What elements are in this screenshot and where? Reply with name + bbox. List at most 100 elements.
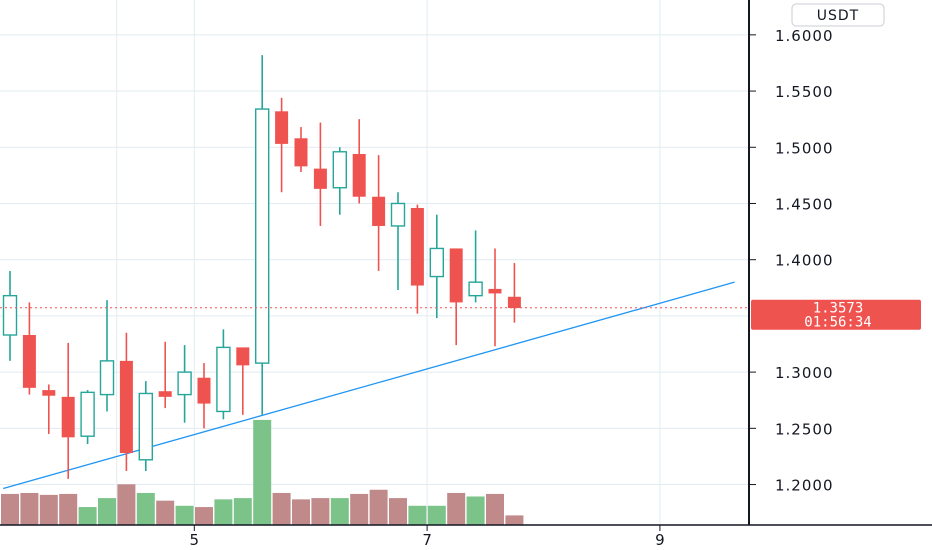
volume-bar (39, 494, 58, 525)
candle (449, 248, 463, 346)
candle-body (507, 296, 521, 309)
candle (390, 192, 406, 291)
candle-body (2, 294, 18, 336)
current-price-label: 1.3573 01:56:34 (751, 299, 921, 331)
volume-bars (1, 419, 524, 525)
trendline (3, 281, 735, 490)
candle-body (80, 391, 95, 437)
candle-body (352, 154, 366, 197)
candle-body (275, 111, 289, 144)
candle-body (372, 196, 386, 226)
time-tick-label: 7 (422, 531, 432, 549)
volume-bar (136, 492, 155, 525)
volume-bar (59, 493, 78, 525)
volume-bar (311, 498, 330, 525)
candle-body (332, 151, 347, 189)
candle (352, 119, 366, 204)
candle-body (236, 347, 250, 366)
trendline-layer (3, 281, 735, 490)
volume-bar (486, 493, 504, 525)
candle-body (429, 247, 444, 278)
candle-body (390, 202, 406, 227)
price-tick-label: 1.4500 (775, 195, 834, 213)
candle (372, 155, 386, 271)
volume-bar (330, 498, 349, 525)
volume-bar (389, 498, 407, 525)
time-tick-label: 5 (190, 531, 200, 549)
candle-body (468, 281, 483, 297)
volume-bar (117, 484, 136, 525)
candle-body (488, 288, 502, 294)
volume-bar (505, 515, 524, 525)
volume-bar (272, 492, 291, 525)
candle (254, 55, 270, 415)
candle (236, 347, 250, 415)
candle-body (449, 248, 463, 303)
volume-bar (350, 493, 369, 525)
candle (61, 342, 75, 479)
candle-body (294, 138, 308, 167)
candle (177, 345, 192, 423)
volume-bar (233, 498, 252, 525)
price-tick-label: 1.2000 (775, 477, 834, 495)
volume-bar (427, 505, 446, 525)
volume-bar (1, 493, 19, 525)
candle (410, 204, 424, 314)
current-price-value: 1.3573 (813, 301, 864, 317)
candle (507, 263, 521, 323)
candle (275, 97, 289, 193)
volume-bar (175, 505, 194, 525)
candle-body (138, 392, 154, 461)
volume-bar (78, 507, 97, 525)
candle-body (410, 207, 424, 286)
volume-bar (253, 419, 272, 525)
candle (119, 332, 133, 472)
volume-bar (195, 507, 213, 525)
candle (22, 302, 36, 395)
currency-label: USDT (817, 8, 859, 24)
candle-body (22, 335, 36, 388)
candle-body (61, 396, 75, 438)
candle-body (313, 168, 327, 189)
volume-bar (214, 499, 233, 525)
time-axis[interactable]: 5 7 9 (190, 525, 665, 549)
volume-bar (156, 500, 175, 525)
price-tick-label: 1.5000 (775, 139, 834, 157)
price-countdown: 01:56:34 (804, 315, 871, 331)
candle (294, 127, 308, 173)
candle-body (177, 371, 192, 396)
candle (138, 381, 154, 472)
candle-body (197, 377, 211, 404)
volume-bar (447, 492, 466, 525)
candle (158, 341, 172, 409)
candle (216, 329, 231, 420)
candle (488, 248, 502, 347)
currency-badge[interactable]: USDT (791, 3, 885, 27)
volume-bar (369, 489, 388, 525)
price-tick-label: 1.6000 (775, 27, 834, 45)
volume-bar (98, 498, 116, 525)
candle (332, 147, 347, 215)
candle-body (254, 108, 270, 364)
candle (99, 300, 115, 412)
candle (313, 122, 327, 226)
price-axis[interactable]: 1.2000 1.2500 1.3000 1.4000 1.4500 1.5000 1.55… (749, 27, 834, 495)
price-tick-label: 1.4000 (775, 252, 834, 270)
candle (42, 384, 56, 434)
candle (468, 230, 483, 303)
volume-bar (20, 492, 39, 525)
candle (2, 270, 18, 361)
candles (2, 55, 521, 479)
price-tick-label: 1.2500 (775, 420, 834, 438)
time-tick-label: 9 (655, 531, 665, 549)
candle (197, 363, 211, 429)
candle-body (99, 360, 115, 396)
candle-body (42, 390, 56, 396)
volume-bar (466, 496, 485, 525)
candle (80, 390, 95, 445)
candle-body (158, 391, 172, 397)
candle-body (216, 346, 231, 413)
volume-bar (408, 505, 427, 525)
price-tick-label: 1.5500 (775, 83, 834, 101)
